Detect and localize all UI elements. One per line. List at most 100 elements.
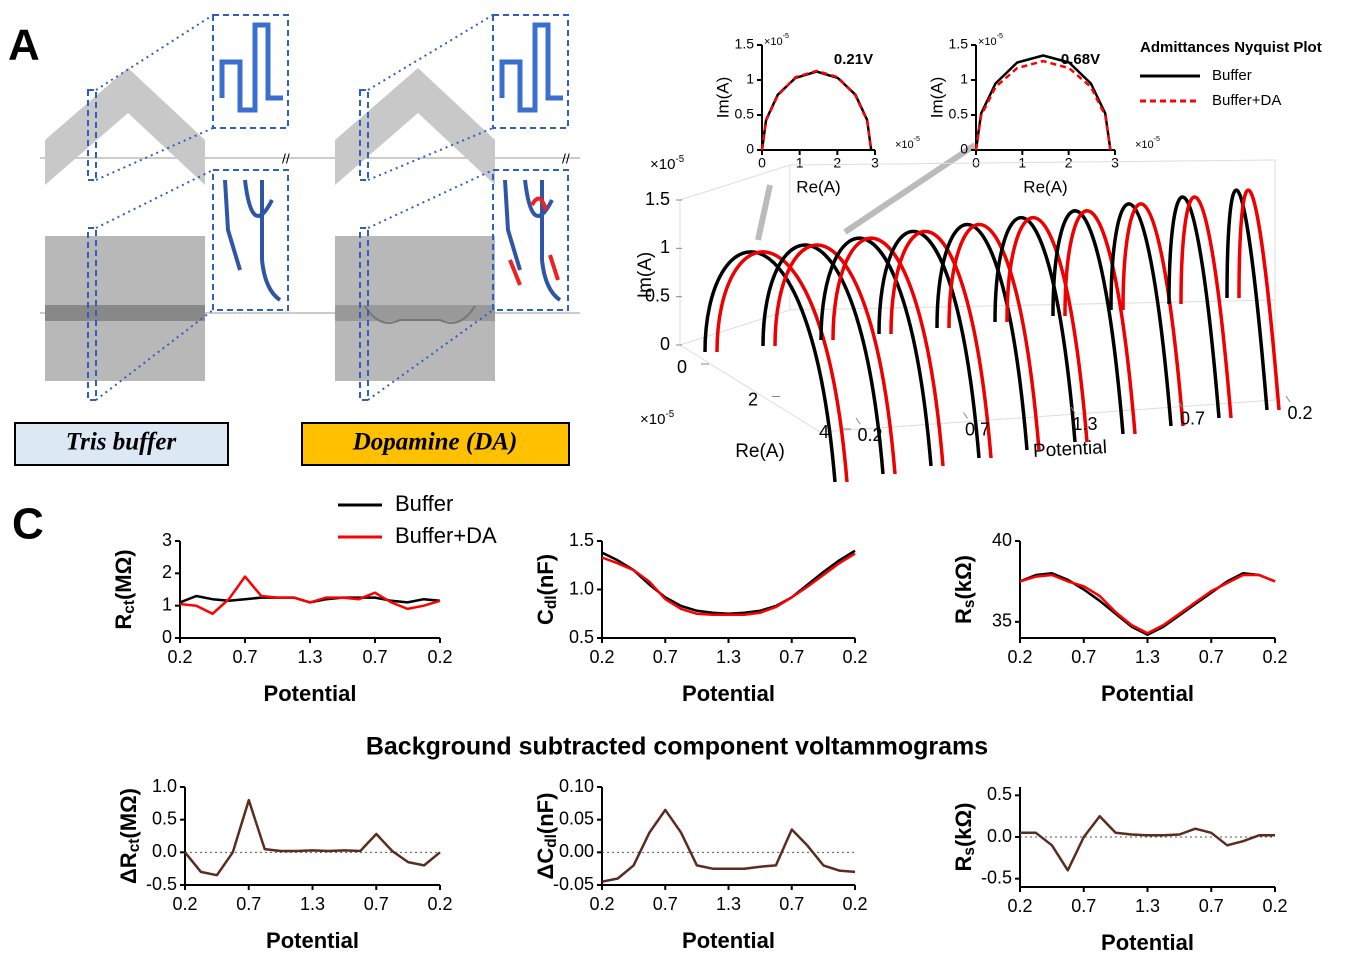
figure: // // Tris buffer Dopamine (DA) A C Back… xyxy=(0,0,1354,955)
series-line xyxy=(602,810,855,882)
x-tick-label: 2 xyxy=(1065,155,1073,171)
x-tick-label: 1.3 xyxy=(1072,414,1097,434)
x-tick-label: 0.7 xyxy=(779,647,804,667)
legend-label: Buffer xyxy=(395,491,453,516)
y-tick-label: 0.0 xyxy=(987,826,1012,846)
series-line xyxy=(762,71,871,150)
label-part: R xyxy=(951,608,976,624)
label-part: ×10 xyxy=(640,411,665,428)
exponent-label: ×10-5 xyxy=(895,135,920,151)
x-tick-label: 3 xyxy=(1111,155,1119,171)
x-tick-label: 0.7 xyxy=(364,894,389,914)
y-axis-label: Im(A) xyxy=(713,77,732,119)
label-part: s xyxy=(961,847,978,856)
series-line xyxy=(976,61,1110,150)
y-axis-label: ΔRct(MΩ) xyxy=(116,788,143,884)
section-title: Background subtracted component voltammo… xyxy=(366,733,988,761)
arrows xyxy=(758,145,975,240)
series-line xyxy=(762,72,871,150)
y-tick-label: 40 xyxy=(992,530,1012,550)
x-tick-label: 1.3 xyxy=(300,894,325,914)
y-tick-label: -0.5 xyxy=(146,874,177,894)
x-axis-label: Potential xyxy=(682,681,775,706)
annotation: 0.68V xyxy=(1061,51,1100,68)
x-tick-label: 1.3 xyxy=(297,647,322,667)
label-part: dl xyxy=(543,595,560,609)
series-line xyxy=(976,56,1110,151)
x-axis-label: Potential xyxy=(1032,437,1107,462)
x-tick-label: 1 xyxy=(796,155,804,171)
panel-label: C xyxy=(12,500,44,549)
svg-text://: // xyxy=(282,151,290,167)
x-tick-label: 1.3 xyxy=(716,647,741,667)
x-tick-label: 0.7 xyxy=(1199,647,1224,667)
x-tick-label: 0.2 xyxy=(842,647,867,667)
y-tick-label: 1.5 xyxy=(949,36,969,52)
y-tick-label: 0 xyxy=(746,141,754,157)
label-part: ×10 xyxy=(650,156,675,173)
label-part: R xyxy=(111,614,136,630)
svg-text://: // xyxy=(562,151,570,167)
y-tick-label: 35 xyxy=(992,611,1012,631)
legend-label: Buffer+DA xyxy=(1212,92,1281,109)
label-part: ΔC xyxy=(533,848,558,880)
x-tick xyxy=(1286,396,1290,402)
y-tick-label: 0.0 xyxy=(152,841,177,861)
series-line xyxy=(602,554,855,615)
label-part: ct xyxy=(126,839,143,853)
x-axis-label: Potential xyxy=(1101,681,1194,706)
x-tick-label: 0.2 xyxy=(589,894,614,914)
x-tick-label: 0.7 xyxy=(362,647,387,667)
y-tick-label: 0.10 xyxy=(559,776,594,796)
x-tick-label: 0.2 xyxy=(1007,896,1032,916)
z-axis-label: Im(A) xyxy=(635,252,656,298)
x-tick xyxy=(964,413,968,419)
y-tick-label: 0.5 xyxy=(569,627,594,647)
x-tick-label: 0.7 xyxy=(779,894,804,914)
y-tick-label: 1.0 xyxy=(152,776,177,796)
x-tick-label: 0.2 xyxy=(427,647,452,667)
label-part: -5 xyxy=(783,32,789,40)
y-tick-label: 0.5 xyxy=(949,106,969,122)
y-axis-label: Rct(MΩ) xyxy=(111,549,138,629)
x-axis-label: Re(A) xyxy=(796,177,840,196)
x-tick-label: 1.3 xyxy=(716,894,741,914)
y-tick-label: 1 xyxy=(746,71,754,87)
x-tick-label: 0.2 xyxy=(857,425,882,445)
y-tick-label: -0.5 xyxy=(981,867,1012,887)
z-tick-label: 0 xyxy=(660,334,670,354)
y-tick-label: 4 xyxy=(819,422,829,442)
y-axis-label: ΔCdl(nF) xyxy=(533,793,560,880)
x-axis-label: Re(A) xyxy=(1023,177,1067,196)
y-tick-label: 1.5 xyxy=(735,36,755,52)
x-tick-label: 0.2 xyxy=(172,894,197,914)
y-tick-label: 0.05 xyxy=(559,808,594,828)
x-tick-label: 0.7 xyxy=(236,894,261,914)
x-tick-label: 0.7 xyxy=(1199,896,1224,916)
panel-label: A xyxy=(8,21,40,70)
y-axis-label: Im(A) xyxy=(927,77,946,119)
label-part: -5 xyxy=(997,32,1003,40)
y-tick-label: 0.00 xyxy=(559,841,594,861)
label-part: C xyxy=(533,609,558,625)
x-tick-label: 1.3 xyxy=(1135,647,1160,667)
x-tick-label: 0 xyxy=(758,155,766,171)
label-part: (kΩ) xyxy=(951,555,976,600)
x-tick-label: 0.7 xyxy=(653,647,678,667)
exponent-label: ×10-5 xyxy=(640,409,675,428)
exponent-label: ×10-5 xyxy=(650,154,685,173)
y-tick-label: 0 xyxy=(960,141,968,157)
x-tick-label: 3 xyxy=(871,155,879,171)
label-part: R xyxy=(951,855,976,871)
x-axis-label: Potential xyxy=(264,681,357,706)
label-part: (kΩ) xyxy=(951,803,976,848)
x-tick-label: 0.7 xyxy=(232,647,257,667)
condition-label: Tris buffer xyxy=(66,429,177,456)
x-tick-label: 0.2 xyxy=(1287,403,1312,423)
y-tick-label: 1 xyxy=(960,71,968,87)
y-tick-label: 0.5 xyxy=(735,106,755,122)
label-part: -5 xyxy=(1154,135,1160,143)
legend-label: Buffer xyxy=(1212,67,1252,84)
series-line xyxy=(1020,816,1275,870)
exponent-label: ×10-5 xyxy=(764,32,789,48)
